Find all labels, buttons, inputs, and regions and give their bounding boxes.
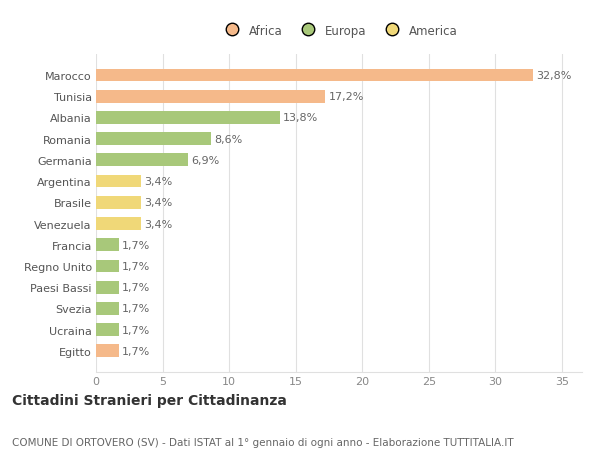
Text: 32,8%: 32,8% [536, 71, 571, 81]
Bar [96, 239, 119, 252]
Text: 1,7%: 1,7% [122, 261, 150, 271]
Bar [96, 302, 119, 315]
Text: 3,4%: 3,4% [145, 198, 173, 208]
Text: 3,4%: 3,4% [145, 219, 173, 229]
Bar [96, 196, 141, 209]
Text: 6,9%: 6,9% [191, 156, 220, 166]
Bar [96, 90, 325, 103]
Bar [96, 324, 119, 336]
Bar [96, 112, 280, 124]
Text: 1,7%: 1,7% [122, 325, 150, 335]
Text: 1,7%: 1,7% [122, 240, 150, 250]
Text: 13,8%: 13,8% [283, 113, 319, 123]
Text: 8,6%: 8,6% [214, 134, 242, 144]
Bar [96, 69, 533, 82]
Legend: Africa, Europa, America: Africa, Europa, America [215, 20, 463, 42]
Text: 1,7%: 1,7% [122, 283, 150, 292]
Bar [96, 175, 141, 188]
Bar [96, 260, 119, 273]
Text: 1,7%: 1,7% [122, 346, 150, 356]
Text: 3,4%: 3,4% [145, 177, 173, 187]
Text: 17,2%: 17,2% [328, 92, 364, 102]
Text: Cittadini Stranieri per Cittadinanza: Cittadini Stranieri per Cittadinanza [12, 393, 287, 407]
Bar [96, 154, 188, 167]
Bar [96, 345, 119, 358]
Bar [96, 218, 141, 230]
Text: 1,7%: 1,7% [122, 304, 150, 313]
Text: COMUNE DI ORTOVERO (SV) - Dati ISTAT al 1° gennaio di ogni anno - Elaborazione T: COMUNE DI ORTOVERO (SV) - Dati ISTAT al … [12, 437, 514, 447]
Bar [96, 281, 119, 294]
Bar [96, 133, 211, 146]
